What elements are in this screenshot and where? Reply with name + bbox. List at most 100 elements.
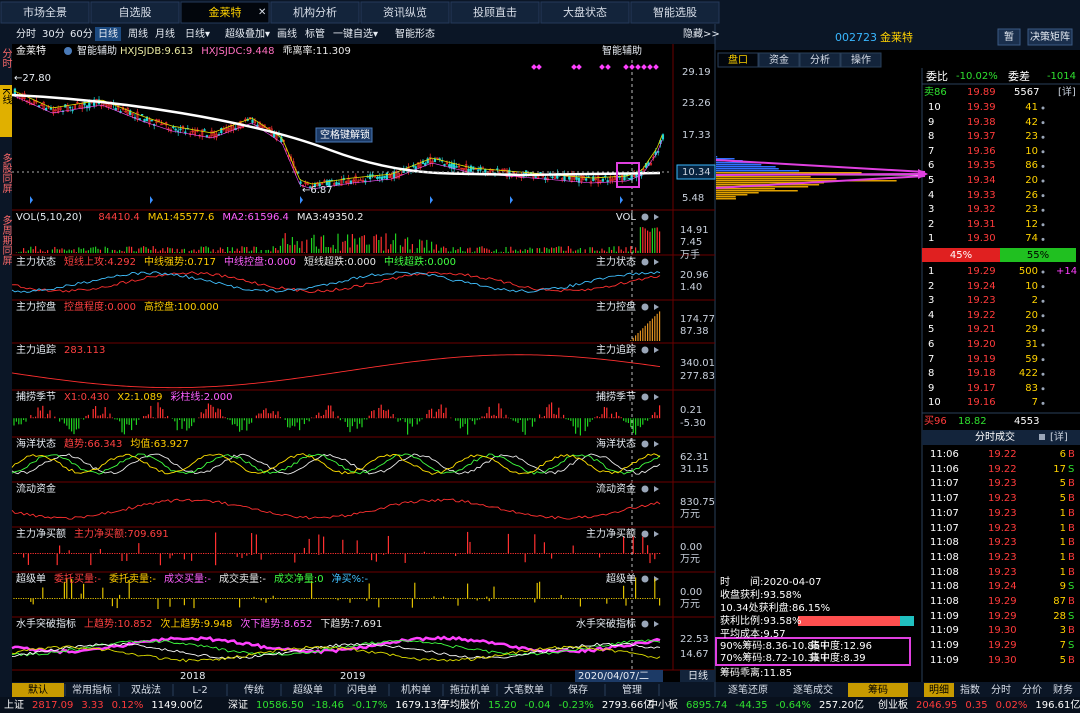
volume-dot [1041,135,1045,139]
info-tab[interactable]: 资金 [769,55,789,66]
detail-link[interactable]: [详] [1050,432,1068,443]
index-value: 2793.66亿 [601,700,654,711]
indicator-tab[interactable]: 超级单 [293,685,323,696]
tool-button[interactable]: 标管 [305,29,325,40]
menu-icon [654,304,659,310]
top-tab[interactable]: 投顾直击 [473,6,517,19]
candle-body [320,183,324,185]
period-button[interactable]: 60分 [70,29,93,40]
trade-time: 11:08 [930,537,959,549]
close-tab[interactable]: ✕ [258,7,267,18]
tool-button[interactable]: 日线▾ [185,29,211,40]
candle-body [292,161,295,168]
trade-volume: 9 [1059,581,1066,593]
sell-total-label: 卖86 [924,87,947,98]
tool-button[interactable]: 一键自选▾ [333,29,379,40]
period-button[interactable]: 日线 [98,29,118,40]
info-tab[interactable]: 分析 [810,55,830,66]
signal-mark [576,64,582,70]
indicator-tab[interactable]: 双战法 [131,685,161,696]
panel-axis-label: 7.45 [680,237,703,249]
period-button[interactable]: 周线 [128,29,148,40]
panel-values: 趋势:66.343 均值:63.927 [64,438,197,451]
candle-body [212,131,216,137]
side-tab[interactable]: K线 [0,88,11,105]
sell-volume: 23 [1025,204,1038,216]
tool-button[interactable]: 画线 [277,29,297,40]
settings-icon [641,575,649,583]
top-tab[interactable]: 机构分析 [293,6,337,19]
menu-icon [654,214,659,220]
arrow-mark [30,196,33,204]
header-button[interactable]: 暂 [1004,32,1014,43]
indicator-tab[interactable]: 闪电单 [347,685,377,696]
panel-value: 下趋势:7.691 [320,619,383,630]
chip-bar [716,182,824,184]
indicator-tab[interactable]: 拖拉机单 [450,685,490,696]
tool-button[interactable]: 超级叠加▾ [225,29,271,40]
candle-body [594,178,597,180]
candle-body [628,177,631,180]
indicator-tab[interactable]: 默认 [28,685,48,696]
period-button[interactable]: 分时 [16,29,36,40]
header-button[interactable]: 决策矩阵 [1030,32,1070,43]
info-tab[interactable]: 盘口 [728,55,748,66]
indicator-tab[interactable]: 机构单 [401,685,431,696]
candle-body [584,178,588,181]
period-button[interactable]: 30分 [42,29,65,40]
tool-button[interactable]: 智能形态 [395,29,435,40]
detail-tab[interactable]: 明细 [929,685,949,696]
hide-button[interactable]: 隐藏>> [683,29,720,40]
top-tab[interactable]: 智能选股 [653,6,697,19]
panel-title: 主力净买额 [16,529,66,540]
top-tab[interactable]: 资讯纵览 [383,6,427,19]
candle-body [340,179,343,186]
detail-tab[interactable]: 指数 [960,685,980,696]
candle-body [385,172,389,180]
top-tab[interactable]: 大盘状态 [563,6,607,19]
panel-value: 趋势:66.343 [64,439,123,450]
candle-body [349,180,353,185]
unlock-hint[interactable]: 空格键解锁 [320,130,370,141]
volume-dot [1041,150,1045,154]
menu-icon [654,394,659,400]
active-period-bg [95,27,121,41]
indicator-tab[interactable]: 管理 [622,685,642,696]
detail-tab[interactable]: 分时 [991,685,1011,696]
indicator-tab[interactable]: 大笔数单 [504,685,544,696]
candle-body [83,101,86,106]
side-tab[interactable]: 多周期同屏 [0,215,11,265]
buy-volume: 422 [1018,368,1038,380]
sell-volume: 20 [1025,175,1038,186]
top-tab[interactable]: 金莱特 [208,6,242,19]
index-value: 15.20 [488,700,517,711]
trade-price: 19.22 [988,449,1017,460]
trade-side: B [1068,551,1075,563]
side-tab[interactable]: 多股同屏 [0,153,11,193]
trade-side: B [1068,522,1075,534]
indicator-tab[interactable]: 传统 [244,685,264,696]
indicator-tab[interactable]: 常用指标 [72,685,112,696]
candle-body [318,183,321,187]
top-tab[interactable]: 市场全景 [23,6,67,19]
period-button[interactable]: 月线 [155,29,175,40]
panel-title: 流动资金 [16,484,56,495]
detail-tab[interactable]: 分价 [1022,685,1042,696]
panel-right-label: 流动资金 [596,484,636,495]
index-value: 1679.13亿 [395,700,447,711]
candle-body [397,173,401,178]
panel-values: 283.113 [64,344,113,357]
candle-body [344,181,348,184]
volume-dot [1041,372,1045,376]
indicator-tab[interactable]: 保存 [568,685,588,696]
detail-tab[interactable]: 财务 [1053,685,1073,696]
detail-link[interactable]: [详] [1058,87,1076,98]
top-tab[interactable]: 自选股 [118,6,152,19]
side-tab[interactable]: 分时 [0,48,11,68]
chip-tab[interactable]: 筹码 [868,685,888,696]
info-tab[interactable]: 操作 [851,55,871,66]
chip-tab[interactable]: 逐笔还原 [728,685,768,696]
chip-tab[interactable]: 逐笔成交 [793,685,833,696]
indicator-tab[interactable]: L-2 [192,685,208,696]
signal-mark [629,64,635,70]
